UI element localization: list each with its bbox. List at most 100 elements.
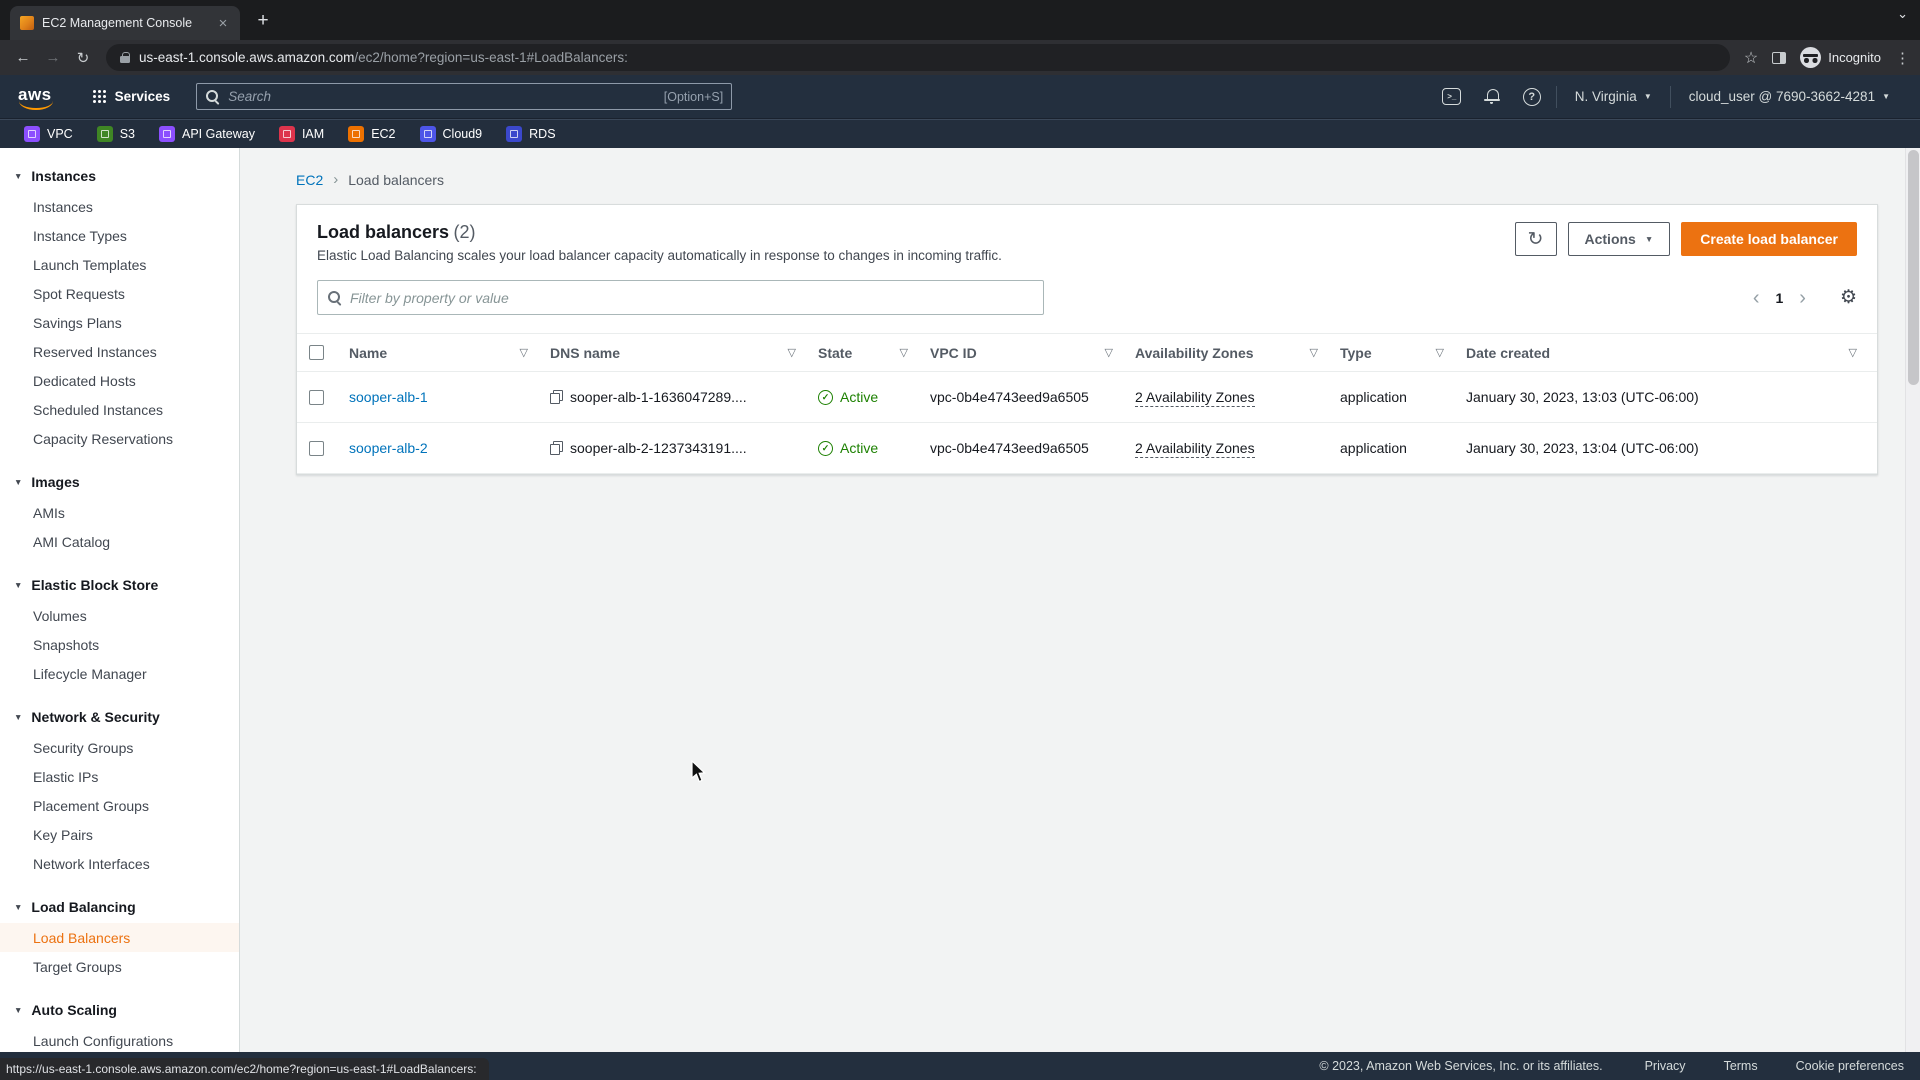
favorites-item-rds[interactable]: RDS	[496, 120, 565, 148]
copy-icon[interactable]	[550, 441, 563, 455]
notifications-button[interactable]	[1472, 75, 1512, 118]
scrollbar-thumb[interactable]	[1908, 150, 1919, 385]
sidebar-item-security-groups[interactable]: Security Groups	[33, 739, 134, 756]
aws-top-nav: aws Services [Option+S] >_ ? N. Virginia…	[0, 75, 1920, 119]
column-filter-icon[interactable]: ▽	[1104, 347, 1113, 359]
actions-button[interactable]: Actions ▼	[1567, 222, 1671, 256]
region-selector[interactable]: N. Virginia ▼	[1561, 75, 1666, 118]
create-load-balancer-button[interactable]: Create load balancer	[1681, 222, 1857, 256]
browser-menu-icon[interactable]: ⋮	[1895, 49, 1910, 67]
services-menu-button[interactable]: Services	[78, 75, 185, 118]
copy-icon[interactable]	[550, 390, 563, 404]
sidebar-item-spot-requests[interactable]: Spot Requests	[33, 285, 125, 302]
sidebar-item-amis[interactable]: AMIs	[33, 504, 65, 521]
sidebar-item-capacity-reservations[interactable]: Capacity Reservations	[33, 430, 174, 447]
favorites-item-api-gateway[interactable]: API Gateway	[149, 120, 265, 148]
sidebar-item-launch-templates[interactable]: Launch Templates	[33, 256, 147, 273]
favorites-item-iam[interactable]: IAM	[269, 120, 334, 148]
breadcrumb-ec2-link[interactable]: EC2	[296, 171, 324, 188]
sidebar-section-instances[interactable]: ▼ Instances	[0, 160, 239, 192]
sidebar-item-ami-catalog[interactable]: AMI Catalog	[33, 533, 111, 550]
state-badge: Active	[840, 389, 879, 405]
availability-zones-link[interactable]: 2 Availability Zones	[1135, 389, 1255, 407]
sidebar-item-key-pairs[interactable]: Key Pairs	[33, 826, 93, 843]
table-settings-gear-icon[interactable]: ⚙	[1839, 287, 1857, 308]
ec2-favicon-icon	[20, 16, 34, 30]
sidebar-item-instance-types[interactable]: Instance Types	[33, 227, 127, 244]
address-bar[interactable]: us-east-1.console.aws.amazon.com/ec2/hom…	[106, 44, 1730, 71]
column-filter-icon[interactable]: ▽	[519, 347, 528, 359]
sidebar-item-dedicated-hosts[interactable]: Dedicated Hosts	[33, 372, 136, 389]
sidebar-item-placement-groups[interactable]: Placement Groups	[33, 797, 149, 814]
sidebar-item-volumes[interactable]: Volumes	[33, 607, 87, 624]
row-checkbox[interactable]	[309, 389, 324, 405]
sidebar-item-lifecycle-manager[interactable]: Lifecycle Manager	[33, 665, 147, 682]
section-title: Images	[31, 474, 80, 490]
forward-icon[interactable]: →	[45, 49, 61, 66]
help-button[interactable]: ?	[1512, 75, 1552, 118]
column-filter-icon[interactable]: ▽	[1309, 347, 1318, 359]
refresh-button[interactable]: ↻	[1514, 222, 1557, 256]
sidebar-item-network-interfaces[interactable]: Network Interfaces	[33, 855, 150, 872]
availability-zones-link[interactable]: 2 Availability Zones	[1135, 440, 1255, 458]
sidebar-section-auto-scaling[interactable]: ▼ Auto Scaling	[0, 994, 239, 1026]
reload-icon[interactable]: ↻	[76, 49, 90, 67]
favorite-label: VPC	[47, 127, 73, 141]
sidebar-item-scheduled-instances[interactable]: Scheduled Instances	[33, 401, 163, 418]
load-balancer-name-link[interactable]: sooper-alb-2	[349, 440, 428, 456]
favorites-item-ec2[interactable]: EC2	[338, 120, 405, 148]
load-balancer-name-link[interactable]: sooper-alb-1	[349, 389, 428, 405]
row-checkbox[interactable]	[309, 440, 324, 456]
chevron-down-icon[interactable]: ⌄	[1897, 6, 1908, 21]
sidebar-item-launch-configurations[interactable]: Launch Configurations	[33, 1032, 174, 1049]
load-balancers-table: Name ▽ DNS name ▽ State ▽ VPC ID ▽ Availabil…	[297, 333, 1877, 474]
section-caret-icon: ▼	[14, 477, 23, 487]
column-filter-icon[interactable]: ▽	[1848, 347, 1857, 359]
sidebar-item-elastic-ips[interactable]: Elastic IPs	[33, 768, 99, 785]
footer-privacy-link[interactable]: Privacy	[1644, 1059, 1686, 1073]
select-all-checkbox[interactable]	[309, 345, 324, 360]
favorites-item-vpc[interactable]: VPC	[14, 120, 83, 148]
section-title: Instances	[31, 168, 97, 184]
favorites-item-cloud9[interactable]: Cloud9	[410, 120, 493, 148]
column-filter-icon[interactable]: ▽	[899, 347, 908, 359]
account-menu[interactable]: cloud_user @ 7690-3662-4281 ▼	[1675, 75, 1904, 118]
footer-terms-link[interactable]: Terms	[1723, 1059, 1758, 1073]
cloudshell-button[interactable]: >_	[1432, 75, 1472, 118]
page-scrollbar[interactable]	[1905, 148, 1920, 1052]
sidebar-section-load-balancing[interactable]: ▼ Load Balancing	[0, 891, 239, 923]
breadcrumb: EC2 › Load balancers	[240, 148, 1920, 188]
api-gateway-service-icon	[159, 126, 175, 142]
tab-close-icon[interactable]: ×	[218, 14, 228, 32]
sidebar-item-load-balancers[interactable]: Load Balancers	[0, 923, 239, 952]
console-search-box[interactable]: [Option+S]	[196, 83, 733, 110]
previous-page-icon[interactable]: ‹	[1752, 286, 1760, 309]
sidebar-section-elastic-block-store[interactable]: ▼ Elastic Block Store	[0, 569, 239, 601]
sidebar-section-images[interactable]: ▼ Images	[0, 466, 239, 498]
browser-tab[interactable]: EC2 Management Console ×	[10, 6, 240, 40]
column-filter-icon[interactable]: ▽	[787, 347, 796, 359]
favorite-label: RDS	[529, 127, 556, 141]
footer-cookie-preferences-link[interactable]: Cookie preferences	[1795, 1059, 1904, 1073]
back-icon[interactable]: ←	[15, 49, 31, 66]
new-tab-button[interactable]: +	[257, 10, 269, 31]
sidebar-item-instances[interactable]: Instances	[33, 198, 93, 215]
sidebar-item-reserved-instances[interactable]: Reserved Instances	[33, 343, 157, 360]
favorites-item-s3[interactable]: S3	[87, 120, 145, 148]
bookmark-star-icon[interactable]: ☆	[1743, 49, 1759, 67]
side-panel-icon[interactable]	[1772, 51, 1787, 64]
column-filter-icon[interactable]: ▽	[1435, 347, 1444, 359]
next-page-icon[interactable]: ›	[1799, 286, 1806, 309]
sidebar-section-network-security[interactable]: ▼ Network & Security	[0, 701, 239, 733]
current-page-number[interactable]: 1	[1775, 289, 1784, 306]
sidebar-item-target-groups[interactable]: Target Groups	[33, 958, 122, 975]
aws-logo[interactable]: aws	[18, 85, 53, 110]
filter-input[interactable]	[317, 280, 1044, 315]
console-search-input[interactable]	[228, 89, 724, 104]
browser-url-bar: ← → ↻ us-east-1.console.aws.amazon.com/e…	[0, 40, 1920, 75]
sidebar-item-savings-plans[interactable]: Savings Plans	[33, 314, 122, 331]
lock-icon	[120, 51, 130, 64]
sidebar-item-snapshots[interactable]: Snapshots	[33, 636, 100, 653]
active-check-icon: ✓	[818, 440, 833, 456]
iam-service-icon	[278, 126, 295, 142]
